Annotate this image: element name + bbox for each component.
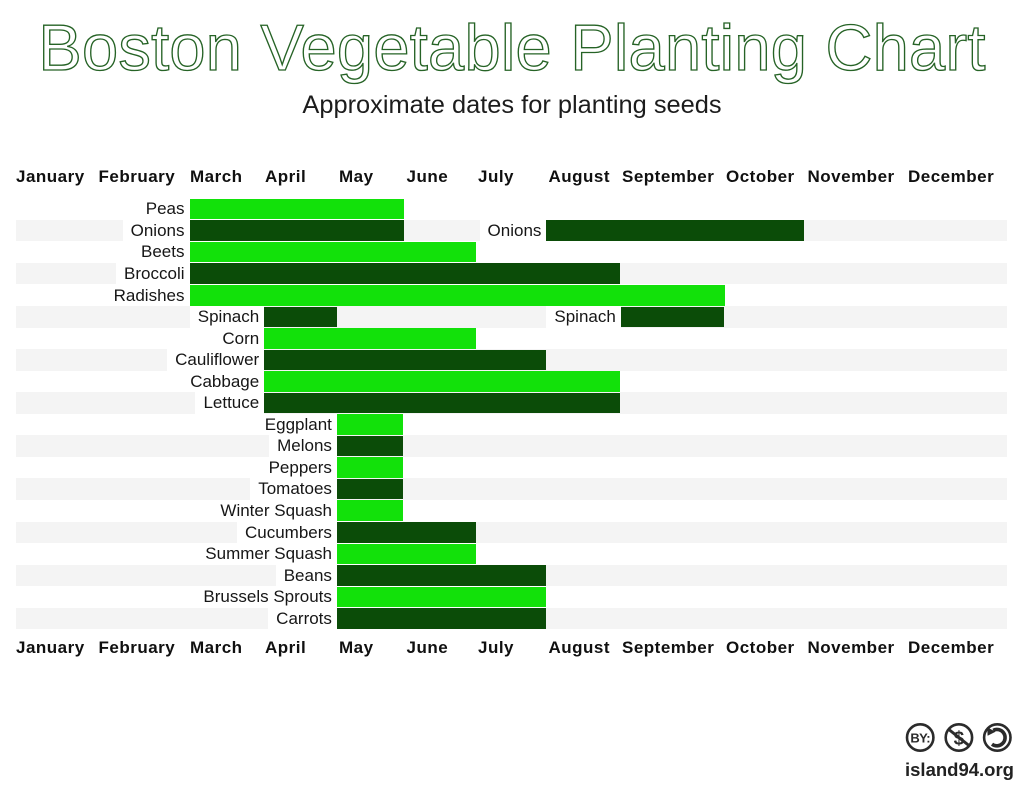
svg-text:BY:: BY: [910, 730, 930, 745]
